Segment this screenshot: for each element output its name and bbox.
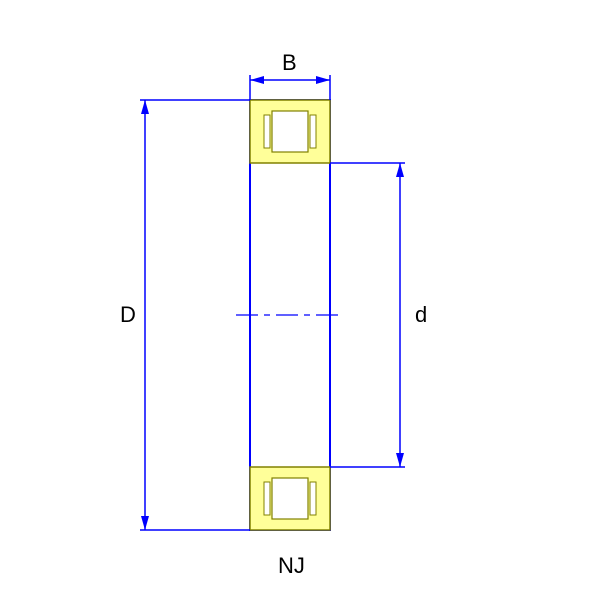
dim-arrow (316, 76, 330, 84)
cage-slot (264, 482, 270, 515)
dim-label-D: D (120, 302, 136, 327)
dim-label-d: d (415, 302, 427, 327)
dim-arrow (396, 453, 404, 467)
dim-label-B: B (282, 50, 297, 75)
cage-slot (310, 482, 316, 515)
dim-arrow (396, 163, 404, 177)
dim-arrow (141, 100, 149, 114)
bearing-diagram: B Dd NJ (0, 0, 600, 600)
roller (272, 111, 308, 152)
dim-arrow (141, 516, 149, 530)
cage-slot (264, 115, 270, 148)
roller (272, 478, 308, 519)
type-label: NJ (278, 553, 305, 578)
cage-slot (310, 115, 316, 148)
dim-arrow (250, 76, 264, 84)
